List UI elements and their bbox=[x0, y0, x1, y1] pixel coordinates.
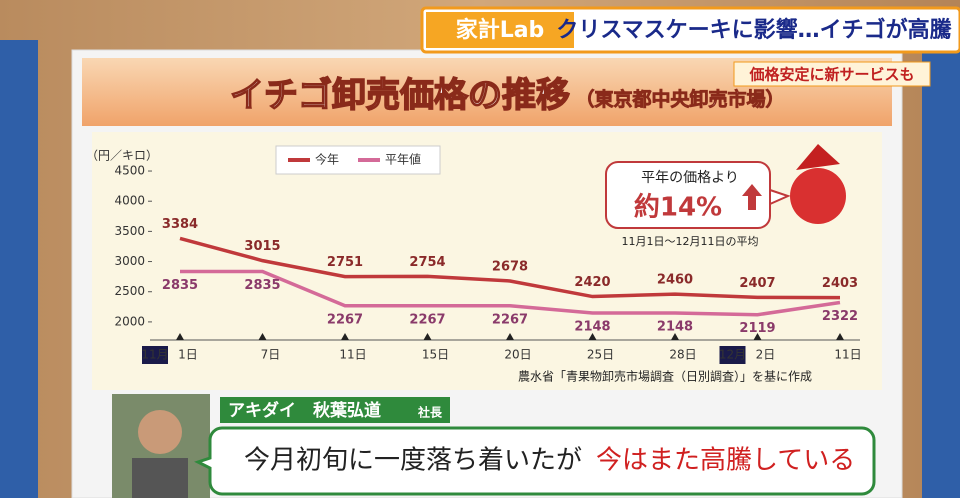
data-label: 2148 bbox=[657, 319, 693, 334]
series-line bbox=[179, 236, 841, 300]
callout-lead: 平年の価格より bbox=[641, 170, 739, 186]
x-tick-label: 2日 bbox=[756, 348, 776, 362]
subheadline: 価格安定に新サービスも bbox=[748, 66, 914, 84]
tick-triangle bbox=[341, 333, 349, 340]
y-tick-label: 2000 bbox=[114, 314, 145, 328]
side-panel bbox=[0, 40, 38, 498]
x-tick-label: 20日 bbox=[504, 348, 531, 362]
month-label: 12月 bbox=[719, 348, 746, 362]
data-label: 2267 bbox=[492, 312, 528, 327]
data-label: 2119 bbox=[739, 321, 775, 336]
headline: クリスマスケーキに影響…イチゴが高騰 bbox=[556, 17, 951, 43]
tick-triangle bbox=[836, 333, 844, 340]
data-label: 2403 bbox=[822, 276, 858, 291]
quote-end: 今はまた高騰している bbox=[596, 446, 855, 476]
x-tick-label: 1日 bbox=[178, 348, 198, 362]
tick-triangle bbox=[176, 333, 184, 340]
x-tick-label: 7日 bbox=[261, 348, 281, 362]
y-tick-label: 4000 bbox=[114, 194, 145, 208]
chart-subtitle: （東京都中央卸売市場） bbox=[575, 88, 784, 111]
series-line bbox=[180, 269, 841, 317]
side-panel bbox=[922, 40, 960, 498]
x-tick-label: 28日 bbox=[669, 348, 696, 362]
y-axis-label: （円／キロ） bbox=[86, 149, 158, 163]
quote-start: 今月初旬に一度落ち着いたが bbox=[244, 446, 582, 476]
quote-bubble bbox=[194, 426, 876, 496]
strawberry-mascot bbox=[790, 168, 846, 224]
legend-label: 平年値 bbox=[385, 152, 421, 167]
chart-title: イチゴ卸売価格の推移 bbox=[230, 76, 570, 116]
speaker-role: 社長 bbox=[417, 405, 443, 420]
callout-box bbox=[605, 161, 791, 229]
y-tick-label: 4500 bbox=[114, 164, 145, 178]
santa-hat bbox=[796, 144, 840, 170]
legend-label: 今年 bbox=[315, 152, 339, 167]
x-tick-label: 15日 bbox=[422, 348, 449, 362]
speaker-name: アキダイ 秋葉弘道 bbox=[228, 400, 381, 421]
data-label: 2407 bbox=[739, 276, 775, 291]
data-label: 2148 bbox=[574, 319, 610, 334]
data-label: 2420 bbox=[574, 275, 610, 290]
y-tick-label: 3000 bbox=[114, 254, 145, 268]
callout-figure: 約14% bbox=[634, 192, 722, 223]
up-arrow bbox=[742, 184, 762, 210]
person bbox=[132, 458, 188, 498]
tick-triangle bbox=[671, 333, 679, 340]
data-label: 2267 bbox=[409, 312, 445, 327]
data-label: 2754 bbox=[409, 255, 445, 270]
person bbox=[138, 410, 182, 454]
data-label: 2751 bbox=[327, 255, 363, 270]
x-tick-label: 11日 bbox=[339, 348, 366, 362]
data-label: 2460 bbox=[657, 273, 693, 288]
month-label: 11月 bbox=[141, 348, 168, 362]
y-tick-label: 3500 bbox=[114, 224, 145, 238]
month-box bbox=[719, 346, 746, 364]
name-plate bbox=[220, 397, 450, 423]
subheadline-box bbox=[733, 61, 931, 87]
callout-note: 11月1日～12月11日の平均 bbox=[622, 235, 759, 248]
y-tick-label: 2500 bbox=[114, 284, 145, 298]
data-label: 2835 bbox=[162, 278, 198, 293]
tick-triangle bbox=[258, 333, 267, 340]
data-label: 2267 bbox=[327, 312, 363, 327]
source: 農水省「青果物卸売市場調査（日別調査）」を基に作成 bbox=[518, 369, 812, 384]
logo-box bbox=[426, 12, 574, 48]
logo: 家計Lab bbox=[456, 17, 545, 43]
x-tick-label: 11日 bbox=[834, 348, 861, 362]
tick-triangle bbox=[753, 333, 762, 340]
data-label: 3015 bbox=[244, 239, 280, 254]
data-label: 2678 bbox=[492, 259, 528, 274]
data-label: 2322 bbox=[822, 309, 858, 324]
tick-triangle bbox=[423, 333, 432, 340]
tick-triangle bbox=[506, 333, 514, 340]
x-tick-label: 25日 bbox=[587, 348, 614, 362]
month-box bbox=[142, 346, 168, 364]
tick-triangle bbox=[588, 333, 597, 340]
data-label: 3384 bbox=[162, 217, 198, 232]
data-label: 2835 bbox=[244, 278, 280, 293]
bottom-panel: アキダイ 秋葉弘道 社長 今月初旬に一度落ち着いたが 今はまた高騰している bbox=[112, 394, 876, 498]
